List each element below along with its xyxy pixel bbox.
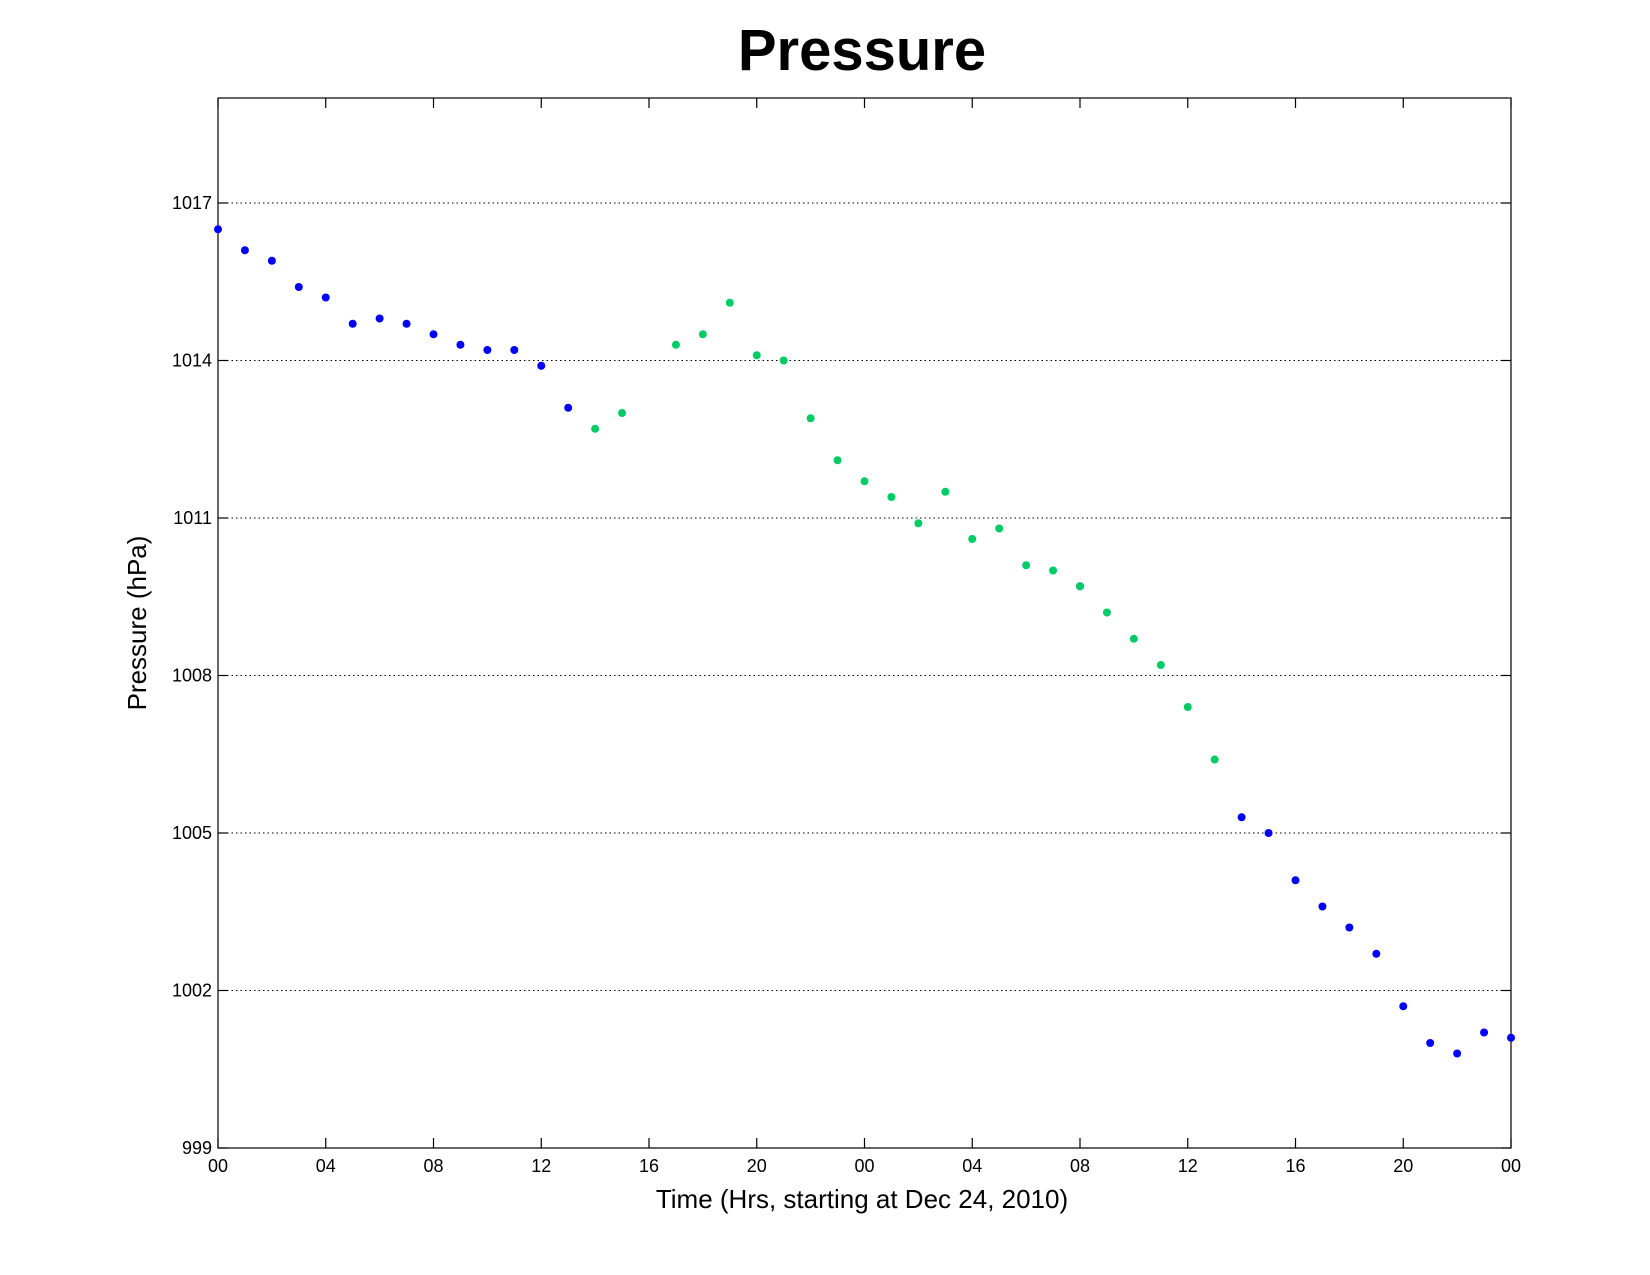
x-tick-label: 20 <box>1393 1156 1413 1176</box>
data-point <box>725 298 734 307</box>
data-point <box>1399 1002 1408 1011</box>
y-tick-label: 999 <box>182 1138 212 1158</box>
data-point <box>294 283 303 291</box>
data-point <box>1318 902 1327 911</box>
data-point <box>914 519 923 528</box>
data-point <box>591 424 600 433</box>
data-point <box>402 319 411 328</box>
data-point <box>1076 582 1084 591</box>
data-point <box>618 409 627 417</box>
data-point <box>564 403 573 412</box>
data-point <box>214 225 222 234</box>
data-point <box>995 524 1004 533</box>
data-point <box>537 361 546 370</box>
y-tick-label: 1017 <box>172 193 212 213</box>
data-point <box>1264 829 1273 837</box>
y-tick-label: 1002 <box>172 981 212 1001</box>
data-point <box>1372 949 1381 958</box>
data-point <box>240 246 249 255</box>
x-tick-label: 20 <box>747 1156 767 1176</box>
x-axis-label: Time (Hrs, starting at Dec 24, 2010) <box>656 1184 1068 1214</box>
data-point <box>887 493 896 501</box>
data-point <box>671 340 680 349</box>
data-point <box>1129 634 1138 643</box>
y-tick-label: 1005 <box>172 823 212 843</box>
data-point <box>321 293 330 302</box>
x-tick-label: 00 <box>854 1156 874 1176</box>
data-point <box>1453 1049 1462 1058</box>
data-point <box>833 456 842 465</box>
data-point <box>941 487 950 496</box>
tick-layer: 999 1002 1005 1008 1011 1014 1017 00 04 08 12 16 20 0… <box>172 98 1521 1176</box>
data-point <box>1210 755 1219 764</box>
data-point <box>1156 661 1165 669</box>
data-point <box>779 356 788 365</box>
data-point <box>806 414 815 423</box>
data-point <box>752 351 761 360</box>
data-point <box>1022 561 1031 570</box>
data-point <box>1049 566 1058 575</box>
data-point <box>456 340 465 349</box>
data-point <box>1183 703 1192 711</box>
x-tick-label: 12 <box>531 1156 551 1176</box>
y-tick-label: 1008 <box>172 666 212 686</box>
y-tick-label: 1011 <box>173 508 212 528</box>
data-point <box>483 346 492 354</box>
data-point <box>1237 813 1246 822</box>
x-tick-label: 04 <box>962 1156 982 1176</box>
data-point <box>1345 923 1354 932</box>
x-tick-label: 12 <box>1178 1156 1198 1176</box>
y-tick-label: 1014 <box>172 351 212 371</box>
y-axis-label: Pressure (hPa) <box>122 536 152 711</box>
data-points <box>214 225 1515 1058</box>
chart-title: Pressure <box>738 18 986 83</box>
x-tick-label: 00 <box>1501 1156 1521 1176</box>
data-point <box>1507 1033 1515 1042</box>
data-point <box>1480 1028 1489 1037</box>
data-point <box>1102 608 1111 617</box>
data-point <box>348 319 357 328</box>
data-point <box>1291 876 1300 885</box>
data-point <box>267 256 276 265</box>
data-point <box>510 346 519 354</box>
x-tick-label: 16 <box>1285 1156 1305 1176</box>
data-point <box>375 314 384 323</box>
x-tick-label: 08 <box>1070 1156 1090 1176</box>
x-tick-label: 00 <box>208 1156 228 1176</box>
data-point <box>698 330 707 339</box>
data-point <box>1426 1039 1435 1047</box>
data-point <box>860 477 869 486</box>
x-tick-label: 16 <box>639 1156 659 1176</box>
x-tick-label: 04 <box>316 1156 336 1176</box>
data-point <box>968 535 977 543</box>
x-tick-label: 08 <box>423 1156 443 1176</box>
data-point <box>429 330 438 339</box>
